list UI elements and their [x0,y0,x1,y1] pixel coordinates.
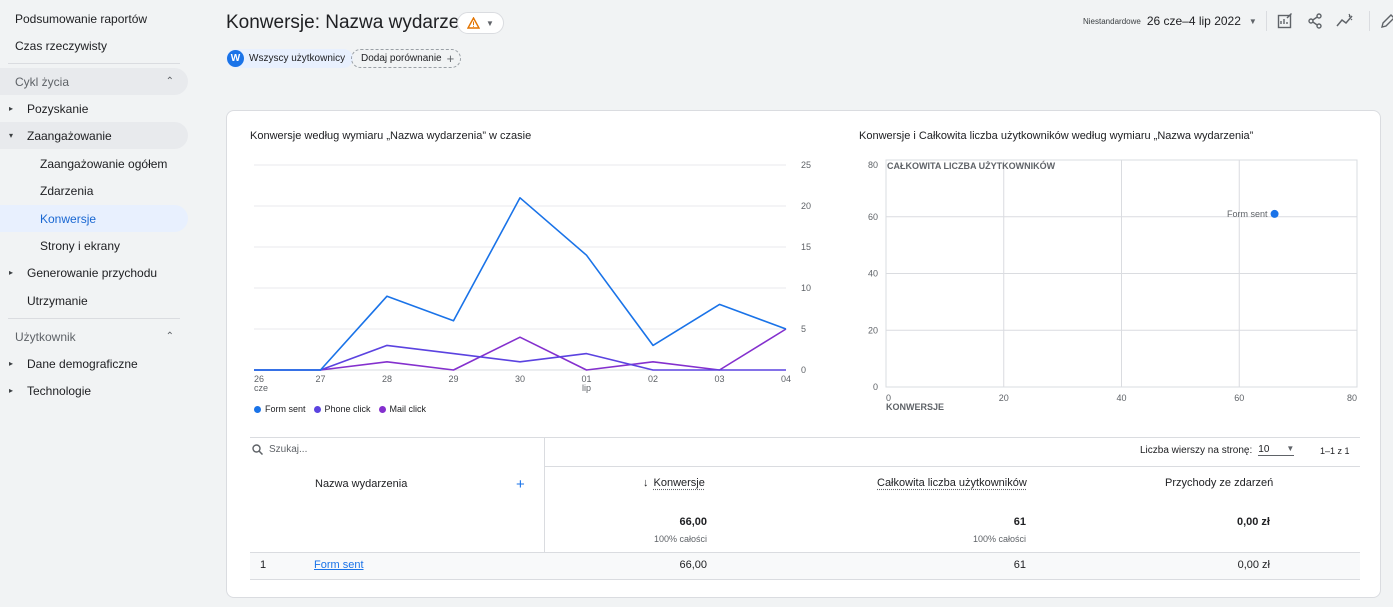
rows-per-page-label: Liczba wierszy na stronę: [1140,445,1252,456]
row-conversions: 66,00 [560,559,707,571]
legend-item-form-sent[interactable]: Form sent [254,404,306,414]
total-conversions: 66,00 [560,516,707,528]
table-top-border [250,437,1360,438]
total-users: 61 [880,516,1026,528]
y-tick-label: 40 [868,269,878,279]
legend-label: Phone click [325,404,371,414]
x-axis-label: KONWERSJE [886,402,944,412]
legend-item-mail-click[interactable]: Mail click [379,404,427,414]
x-tick-label: 80 [1347,393,1357,403]
legend-label: Form sent [265,404,306,414]
rows-per-page-select[interactable]: 10 ▼ [1258,444,1294,456]
scatter-point-label: Form sent [1227,209,1268,219]
total-revenue: 0,00 zł [1150,516,1270,528]
legend-dot [314,406,321,413]
sort-down-arrow-icon: ↓ [643,477,649,489]
row-revenue: 0,00 zł [1150,559,1270,571]
col-header-label: Konwersje [654,477,705,489]
rows-per-page-value: 10 [1258,444,1269,455]
line-chart-legend: Form sent Phone click Mail click [254,404,426,414]
rows-per-page: Liczba wierszy na stronę: 10 ▼ [1140,444,1294,456]
dropdown-arrow-icon: ▼ [1286,444,1294,455]
x-tick-label: 20 [999,393,1009,403]
search-icon [252,444,263,455]
table-toolbar-border [544,466,1360,467]
y-tick-label: 0 [873,382,878,392]
y-tick-label: 60 [868,212,878,222]
analytics-app: Podsumowanie raportów Czas rzeczywisty C… [0,0,1393,607]
total-users-pct: 100% całości [880,534,1026,544]
x-tick-label: 40 [1116,393,1126,403]
legend-label: Mail click [390,404,427,414]
x-tick-label: 60 [1234,393,1244,403]
col-header-total-users[interactable]: Całkowita liczba użytkowników [877,477,1027,489]
total-conversions-pct: 100% całości [560,534,707,544]
col-header-event-revenue[interactable]: Przychody ze zdarzeń [1165,477,1273,489]
row-event-name-link[interactable]: Form sent [314,559,364,571]
add-dimension-plus-icon[interactable]: + [516,476,525,493]
search-input[interactable]: Szukaj... [269,444,307,455]
y-tick-label: 20 [868,325,878,335]
y-tick-label: 80 [868,160,878,170]
col-header-conversions[interactable]: ↓ Konwersje [643,477,705,489]
pagination: 1–1 z 1 [1320,446,1350,456]
row-index: 1 [260,559,275,571]
col-header-event-name[interactable]: Nazwa wydarzenia [315,478,407,490]
row-users: 61 [880,559,1026,571]
y-axis-label: CAŁKOWITA LICZBA UŻYTKOWNIKÓW [887,160,1056,171]
scatter-point-form-sent [1271,210,1279,218]
table-search[interactable]: Szukaj... [252,444,307,455]
legend-dot [379,406,386,413]
legend-item-phone-click[interactable]: Phone click [314,404,371,414]
legend-dot [254,406,261,413]
